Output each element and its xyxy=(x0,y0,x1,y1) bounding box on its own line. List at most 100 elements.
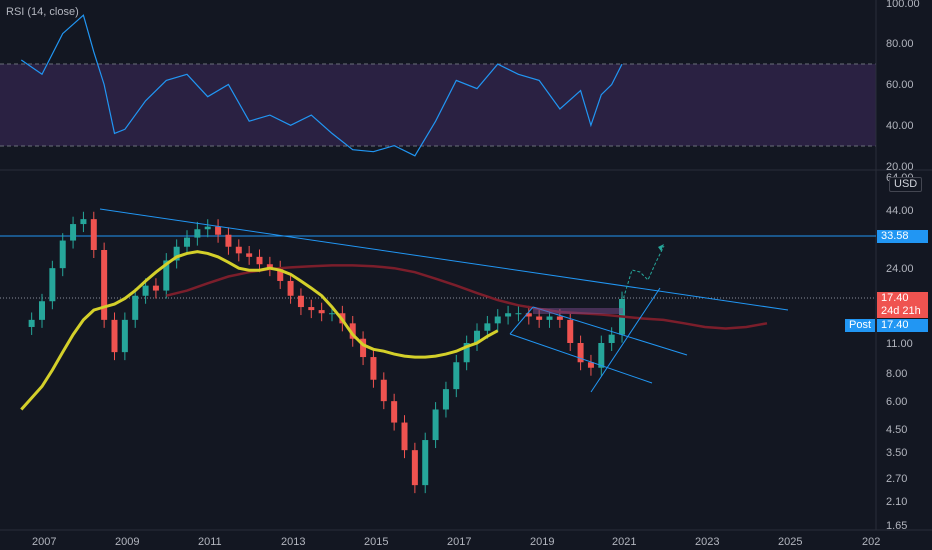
fast-moving-average xyxy=(20,250,499,411)
candle-body xyxy=(349,323,356,339)
candle-body xyxy=(121,319,128,353)
candle-body xyxy=(39,301,45,320)
candle-body xyxy=(215,226,222,235)
candle-body xyxy=(463,342,470,363)
rsi-tick: 80.00 xyxy=(886,38,914,50)
slow-moving-average xyxy=(166,264,768,330)
candle-body xyxy=(536,316,543,320)
rsi-tick: 20.00 xyxy=(886,161,914,173)
candle-body xyxy=(184,237,191,247)
post-market-price-tag: 17.40 xyxy=(877,319,928,332)
candle-body xyxy=(401,422,408,451)
year-label: 2007 xyxy=(32,536,56,548)
trendlines xyxy=(99,208,789,393)
year-label: 2019 xyxy=(530,536,554,548)
candle-body xyxy=(494,316,501,324)
candles xyxy=(28,211,626,494)
candle-body xyxy=(256,256,263,265)
candle-body xyxy=(204,226,211,230)
candle-body xyxy=(235,246,242,254)
support-rising-line xyxy=(590,287,661,393)
year-label: 2013 xyxy=(281,536,305,548)
candle-body xyxy=(546,316,553,320)
candle-body xyxy=(90,219,97,250)
candle-body xyxy=(297,295,304,308)
candle-body xyxy=(577,342,584,363)
price-tick: 11.00 xyxy=(886,338,913,350)
candle-body xyxy=(525,313,532,317)
candle-body xyxy=(442,389,449,410)
rsi-axis: 100.00 80.00 60.00 40.00 20.00 xyxy=(886,0,920,173)
channel-lower-line xyxy=(509,333,653,384)
price-tick: 2.70 xyxy=(886,473,907,485)
channel-upper-line xyxy=(532,306,688,356)
candle-body xyxy=(370,357,377,380)
rsi-tick: 60.00 xyxy=(886,79,914,91)
price-tick: 1.65 xyxy=(886,520,907,532)
price-tick: 8.00 xyxy=(886,368,907,380)
year-label: 2025 xyxy=(778,536,802,548)
candle-body xyxy=(484,323,491,331)
candle-body xyxy=(101,249,108,320)
year-label: 2017 xyxy=(447,536,471,548)
rsi-tick: 100.00 xyxy=(886,0,920,10)
candle-body xyxy=(567,319,574,343)
time-axis: 2007 2009 2011 2013 2015 2017 2019 2021 … xyxy=(32,536,880,548)
price-tick: 2.10 xyxy=(886,496,907,508)
candle-body xyxy=(380,379,387,402)
candle-body xyxy=(152,285,159,291)
candle-body xyxy=(266,264,273,269)
price-tick: 3.50 xyxy=(886,447,907,459)
year-label: 202 xyxy=(862,536,880,548)
candle-body xyxy=(246,253,253,257)
rsi-band xyxy=(0,64,876,146)
price-tick: 4.50 xyxy=(886,424,907,436)
candle-body xyxy=(70,224,77,241)
price-tick: 6.00 xyxy=(886,396,907,408)
candle-body xyxy=(587,362,594,368)
candle-body xyxy=(505,313,512,317)
countdown-tag: 24d 21h xyxy=(877,305,928,318)
candle-body xyxy=(194,229,201,238)
rsi-title: RSI (14, close) xyxy=(6,6,79,18)
rsi-tick: 40.00 xyxy=(886,120,914,132)
candle-body xyxy=(556,316,563,320)
last-price-tag: 17.40 xyxy=(877,292,928,305)
rsi-line xyxy=(20,14,623,157)
candle-body xyxy=(318,310,325,314)
price-panel xyxy=(0,208,876,494)
candle-body xyxy=(28,319,35,327)
candle-body xyxy=(80,219,87,225)
year-label: 2023 xyxy=(695,536,719,548)
price-axis: 64.00 44.00 24.00 11.00 8.00 6.00 4.50 3… xyxy=(886,172,914,532)
candle-body xyxy=(608,334,615,343)
candle-body xyxy=(391,401,398,423)
candle-body xyxy=(173,246,180,261)
horizontal-level-tag: 33.58 xyxy=(877,230,928,243)
projection-path xyxy=(621,245,665,304)
candle-body xyxy=(277,268,284,281)
price-tick: 44.00 xyxy=(886,205,914,217)
candle-body xyxy=(308,307,315,311)
candle-body xyxy=(287,280,294,296)
long-term-resistance-line xyxy=(99,208,789,311)
channel-left-edge xyxy=(509,306,534,335)
post-market-label: Post xyxy=(845,319,876,332)
price-tick: 24.00 xyxy=(886,263,914,275)
candle-body xyxy=(474,330,481,343)
candle-body xyxy=(411,450,418,486)
candle-body xyxy=(49,268,56,302)
candle-body xyxy=(59,240,66,269)
year-label: 2015 xyxy=(364,536,388,548)
candle-body xyxy=(598,342,605,368)
candle-body xyxy=(360,338,367,358)
candle-body xyxy=(453,362,460,390)
currency-badge[interactable]: USD xyxy=(889,177,923,192)
year-label: 2011 xyxy=(198,536,222,548)
candle-body xyxy=(163,260,170,291)
candle-body xyxy=(132,295,139,320)
candle-body xyxy=(515,313,522,315)
candle-body xyxy=(142,285,149,296)
rsi-panel: RSI (14, close) xyxy=(0,6,876,157)
